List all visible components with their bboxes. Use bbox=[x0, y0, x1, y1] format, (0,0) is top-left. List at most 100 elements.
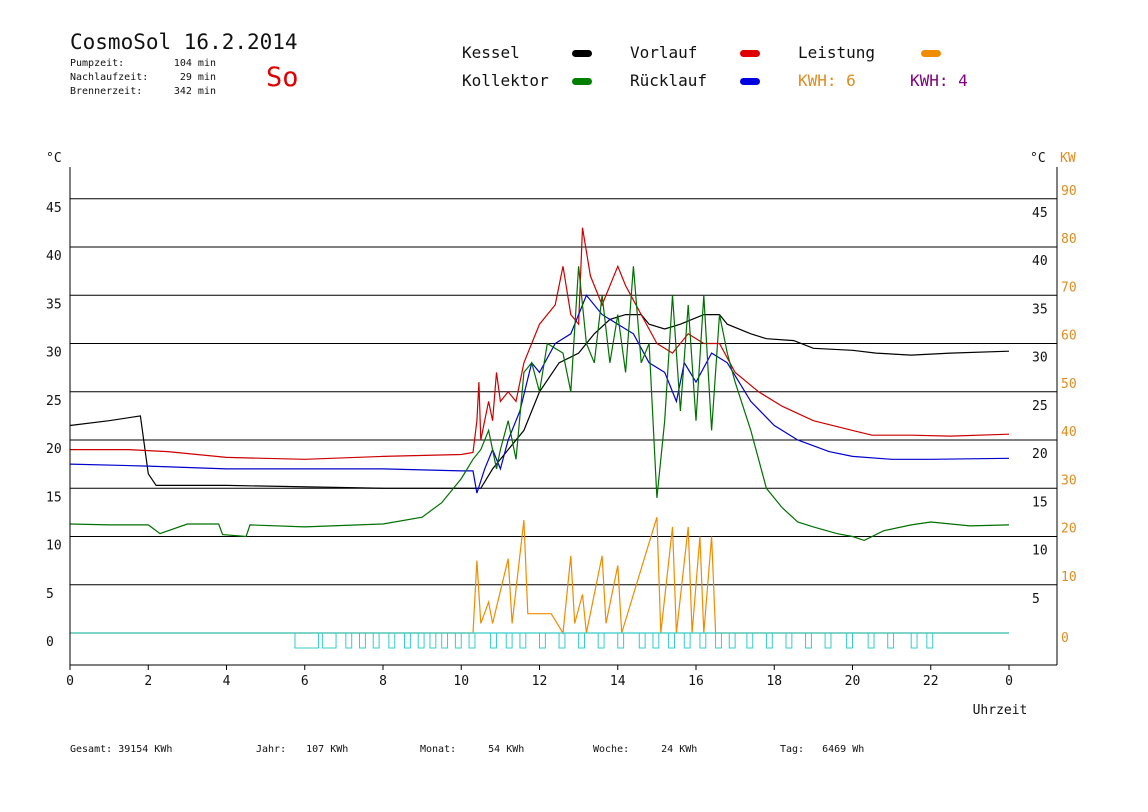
y-left-unit: °C bbox=[46, 151, 62, 166]
pump-interval-box bbox=[539, 632, 546, 649]
y-right-power-tick-label: 40 bbox=[1061, 425, 1077, 440]
y-left-tick-label: 30 bbox=[46, 346, 62, 361]
pump-interval-box bbox=[926, 632, 934, 649]
y-right-temp-tick-label: 35 bbox=[1032, 302, 1048, 317]
y-left-tick-label: 10 bbox=[46, 539, 62, 554]
pump-interval-box bbox=[321, 632, 337, 649]
pump-interval-box bbox=[441, 632, 449, 649]
legend-leistung-label: Leistung bbox=[798, 43, 876, 62]
y-left-tick-label: 20 bbox=[46, 442, 62, 457]
y-right-temp-tick-label: 20 bbox=[1032, 447, 1048, 462]
pump-interval-box bbox=[519, 632, 527, 649]
pump-interval-box bbox=[468, 632, 476, 649]
chart-series bbox=[69, 227, 1010, 635]
pump-interval-box bbox=[746, 632, 754, 649]
x-tick-label: 12 bbox=[532, 674, 548, 689]
pump-interval-box bbox=[558, 632, 566, 649]
x-tick-label: 18 bbox=[766, 674, 782, 689]
x-tick-label: 14 bbox=[610, 674, 626, 689]
y-left-tick-label: 25 bbox=[46, 394, 62, 409]
y-right-power-tick-label: 20 bbox=[1061, 522, 1077, 537]
pump-interval-box bbox=[294, 632, 319, 649]
pump-interval-box bbox=[805, 632, 812, 649]
x-tick-label: 8 bbox=[379, 674, 387, 689]
x-tick-label: 2 bbox=[144, 674, 152, 689]
y-right-power-tick-label: 70 bbox=[1061, 280, 1077, 295]
pump-interval-box bbox=[715, 632, 722, 649]
x-tick-label: 22 bbox=[923, 674, 939, 689]
pump-interval-box bbox=[765, 632, 773, 649]
pump-interval-box bbox=[429, 632, 437, 649]
pump-interval-box bbox=[617, 632, 625, 649]
y-right-temp-tick-label: 10 bbox=[1032, 544, 1048, 559]
series-line-kollektor bbox=[69, 266, 1010, 542]
stat-pumpzeit: Pumpzeit: 104 min bbox=[70, 58, 216, 69]
x-tick-label: 6 bbox=[301, 674, 309, 689]
legend-kollektor-swatch bbox=[572, 78, 592, 85]
pump-interval-box bbox=[404, 632, 411, 649]
x-tick-label: 20 bbox=[845, 674, 861, 689]
stat-nachlaufzeit: Nachlaufzeit: 29 min bbox=[70, 72, 216, 83]
y-right-temp-tick-label: 5 bbox=[1032, 592, 1040, 607]
legend-kwh-solar: KWH: 6 bbox=[798, 71, 856, 90]
footer-gesamt: Gesamt: 39154 KWh bbox=[70, 744, 173, 755]
pump-interval-box bbox=[867, 632, 875, 649]
x-tick-label: 0 bbox=[1005, 674, 1013, 689]
x-tick-label: 10 bbox=[453, 674, 469, 689]
pump-interval-box bbox=[638, 632, 646, 649]
pump-interval-box bbox=[578, 632, 585, 649]
stat-brennerzeit: Brennerzeit: 342 min bbox=[70, 86, 216, 97]
y-right-temp-tick-label: 25 bbox=[1032, 399, 1048, 414]
footer-tag: Tag: 6469 Wh bbox=[780, 744, 865, 755]
y-right-temp-tick-label: 45 bbox=[1032, 206, 1048, 221]
chart-axes bbox=[69, 167, 1058, 670]
page-title: CosmoSol 16.2.2014 bbox=[70, 30, 298, 54]
pump-interval-box bbox=[417, 632, 425, 649]
x-axis-label: Uhrzeit bbox=[973, 703, 1028, 718]
legend-kollektor-label: Kollektor bbox=[462, 71, 549, 90]
y-right-power-tick-label: 60 bbox=[1061, 329, 1077, 344]
legend-leistung-swatch bbox=[921, 50, 941, 57]
y-right-power-tick-label: 0 bbox=[1061, 631, 1069, 646]
x-tick-label: 0 bbox=[66, 674, 74, 689]
series-line-kessel bbox=[69, 314, 1010, 489]
y-left-tick-label: 0 bbox=[46, 635, 54, 650]
legend-kessel-swatch bbox=[572, 50, 592, 57]
y-right-power-tick-label: 90 bbox=[1061, 184, 1077, 199]
legend-vorlauf-swatch bbox=[740, 50, 760, 57]
pump-activity bbox=[294, 632, 934, 649]
y-right-power-tick-label: 80 bbox=[1061, 232, 1077, 247]
pump-interval-box bbox=[359, 632, 366, 649]
pump-interval-box bbox=[372, 632, 380, 649]
x-tick-label: 4 bbox=[223, 674, 231, 689]
footer-jahr: Jahr: 107 KWh bbox=[256, 744, 349, 755]
pump-interval-box bbox=[652, 632, 660, 649]
x-tick-label: 16 bbox=[688, 674, 704, 689]
pump-interval-box bbox=[887, 632, 895, 649]
legend-vorlauf-label: Vorlauf bbox=[630, 43, 698, 62]
pump-interval-box bbox=[846, 632, 853, 649]
y-right-power-tick-label: 10 bbox=[1061, 570, 1077, 585]
pump-interval-box bbox=[785, 632, 793, 649]
weekday-label: So bbox=[266, 62, 299, 93]
pump-interval-box bbox=[683, 632, 691, 649]
legend-ruecklauf-swatch bbox=[740, 78, 760, 85]
y-left-tick-label: 40 bbox=[46, 249, 62, 264]
y-right-power-tick-label: 50 bbox=[1061, 377, 1077, 392]
y-left-tick-label: 5 bbox=[46, 587, 54, 602]
y-left-tick-label: 45 bbox=[46, 201, 62, 216]
pump-interval-box bbox=[505, 632, 513, 649]
y-right-power-unit: KW bbox=[1060, 151, 1076, 166]
y-right-temp-tick-label: 40 bbox=[1032, 254, 1048, 269]
pump-interval-box bbox=[388, 632, 396, 649]
footer-woche: Woche: 24 KWh bbox=[593, 744, 698, 755]
y-right-power-tick-label: 30 bbox=[1061, 473, 1077, 488]
legend-kwh-brenner: KWH: 4 bbox=[910, 71, 968, 90]
legend-ruecklauf-label: Rücklauf bbox=[630, 71, 708, 90]
y-left-tick-label: 35 bbox=[46, 297, 62, 312]
pump-interval-box bbox=[910, 632, 918, 649]
pump-interval-box bbox=[345, 632, 353, 649]
y-right-temp-tick-label: 30 bbox=[1032, 351, 1048, 366]
pump-interval-box bbox=[454, 632, 462, 649]
